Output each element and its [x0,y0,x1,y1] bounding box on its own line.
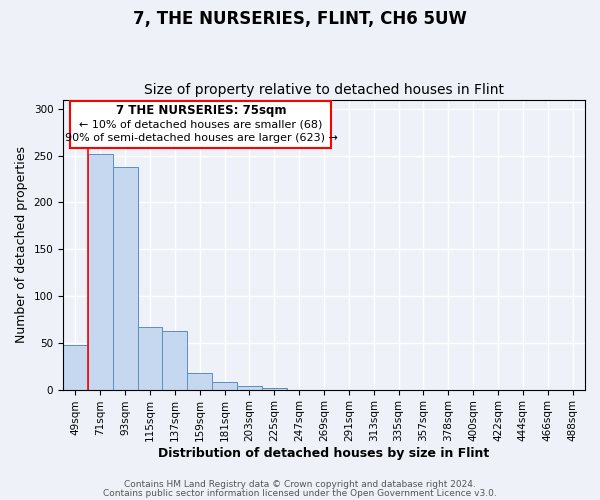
Bar [262,388,287,390]
Title: Size of property relative to detached houses in Flint: Size of property relative to detached ho… [144,83,504,97]
Bar [88,154,113,390]
Bar [113,167,137,390]
Text: 90% of semi-detached houses are larger (623) →: 90% of semi-detached houses are larger (… [65,133,337,143]
Bar [163,330,187,390]
Y-axis label: Number of detached properties: Number of detached properties [15,146,28,343]
Bar [212,382,237,390]
Bar [237,386,262,390]
Bar [63,344,88,390]
X-axis label: Distribution of detached houses by size in Flint: Distribution of detached houses by size … [158,447,490,460]
Text: 7, THE NURSERIES, FLINT, CH6 5UW: 7, THE NURSERIES, FLINT, CH6 5UW [133,10,467,28]
Text: Contains public sector information licensed under the Open Government Licence v3: Contains public sector information licen… [103,488,497,498]
Text: 7 THE NURSERIES: 75sqm: 7 THE NURSERIES: 75sqm [116,104,286,118]
Bar [187,373,212,390]
Bar [137,327,163,390]
Text: ← 10% of detached houses are smaller (68): ← 10% of detached houses are smaller (68… [79,120,323,130]
FancyBboxPatch shape [70,102,331,148]
Text: Contains HM Land Registry data © Crown copyright and database right 2024.: Contains HM Land Registry data © Crown c… [124,480,476,489]
